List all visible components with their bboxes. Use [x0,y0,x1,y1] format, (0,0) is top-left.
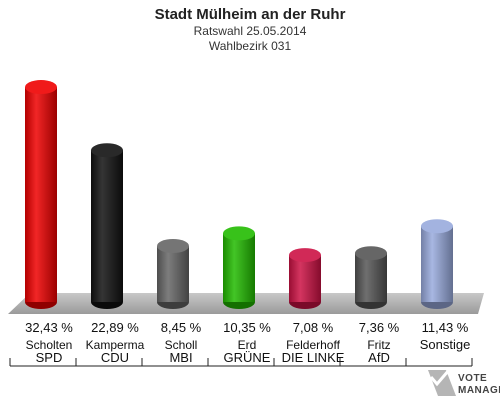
bar-body [223,233,255,302]
candidate-label: Fritz [367,338,390,352]
bar-body [91,150,123,302]
candidate-label: Scholl [165,338,198,352]
bar-body [289,255,321,302]
candidate-label: Scholten [26,338,73,352]
value-label: 32,43 % [25,320,73,335]
party-label: MBI [169,350,192,365]
bar-afd [355,246,387,309]
bar-body [25,87,57,302]
bar-top [157,238,189,253]
chart-title: Stadt Mülheim an der Ruhr [155,6,346,23]
bar-mbi [157,238,189,309]
party-label: CDU [101,350,129,365]
candidate-label: Felderhoff [286,338,340,352]
bar-top [25,80,57,95]
party-label: SPD [36,350,63,365]
party-label: Sonstige [420,337,471,352]
bar-top [223,226,255,241]
value-label: 11,43 % [422,320,469,335]
bar-top [355,246,387,261]
value-label: 8,45 % [161,320,202,335]
chart-subtitle-election: Ratswahl 25.05.2014 [194,24,307,38]
bars-group [25,80,453,309]
party-label: AfD [368,350,390,365]
value-label: 10,35 % [223,320,271,335]
logo-line-1: VOTE [458,373,487,384]
party-label: GRÜNE [224,350,271,365]
value-label: 7,36 % [359,320,400,335]
bar-body [157,245,189,302]
candidate-label: Kamperma [86,338,145,352]
bar-die-linke [289,248,321,309]
value-label: 7,08 % [293,320,334,335]
bar-spd [25,80,57,309]
chart-subtitle-district: Wahlbezirk 031 [209,39,292,53]
bar-cdu [91,143,123,309]
bar-top [91,143,123,158]
bar-grüne [223,226,255,309]
candidate-label: Erd [238,338,257,352]
value-label: 22,89 % [91,320,139,335]
vote-manager-logo: VOTE MANAGER [428,369,500,396]
bar-body [355,253,387,302]
bar-top [289,248,321,263]
bar-body [421,226,453,302]
logo-line-2: MANAGER [458,385,500,396]
bar-top [421,219,453,234]
party-label: DIE LINKE [282,350,345,365]
bar-sonstige [421,219,453,309]
